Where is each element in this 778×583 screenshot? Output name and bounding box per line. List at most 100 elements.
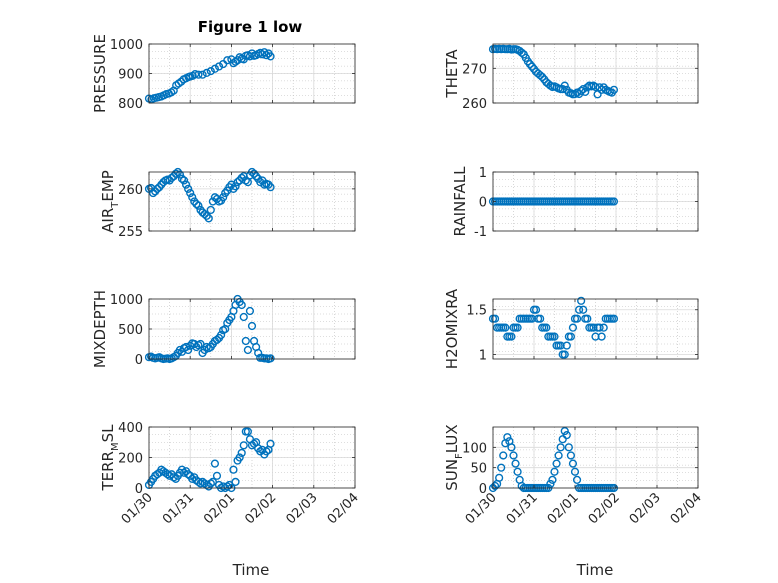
y-axis-label: THETA <box>443 49 461 99</box>
y-tick-label: 1.5 <box>466 304 487 319</box>
series-markers <box>488 44 619 99</box>
data-point <box>560 81 569 90</box>
data-point <box>219 193 228 202</box>
y-tick-label: 0 <box>135 482 143 497</box>
data-point <box>206 205 215 215</box>
data-point <box>202 68 211 78</box>
data-point <box>490 481 500 491</box>
data-point <box>194 70 203 79</box>
data-point <box>149 188 158 198</box>
y-tick-label: 400 <box>118 421 143 436</box>
data-point <box>597 332 606 341</box>
data-point <box>229 465 238 474</box>
subplot-terr-msl: 01/30 01/31 02/01 02/02 02/03 02/040200400TER… <box>99 421 362 527</box>
data-point <box>574 305 584 314</box>
subplot-h2omixra: 1 1.5 H2OMIXRA <box>443 288 699 369</box>
data-point <box>245 306 255 316</box>
data-point <box>198 70 207 79</box>
data-point <box>566 451 576 460</box>
y-tick-label: 0 <box>135 353 143 368</box>
series-markers <box>488 197 619 206</box>
x-tick-label: 02/03 <box>284 490 321 527</box>
data-point <box>599 323 608 332</box>
y-axis-label: RAINFALL <box>451 166 469 237</box>
data-point <box>609 85 619 94</box>
data-point <box>243 427 252 436</box>
data-point <box>210 459 220 468</box>
data-point <box>583 314 592 323</box>
data-point <box>266 439 275 448</box>
data-point <box>181 180 191 189</box>
x-axis-label-left: Time <box>232 561 270 579</box>
data-point <box>266 354 275 363</box>
data-point <box>525 60 535 69</box>
data-point <box>572 475 582 484</box>
axes-box <box>492 298 699 360</box>
data-point <box>566 332 576 341</box>
data-point <box>266 183 275 192</box>
data-point <box>499 451 508 460</box>
data-point <box>212 335 222 344</box>
data-point <box>186 188 195 198</box>
series-markers <box>144 427 275 493</box>
data-point <box>556 443 565 452</box>
y-tick-label: 50 <box>470 462 487 477</box>
data-point <box>581 87 590 96</box>
data-point <box>239 441 248 450</box>
x-tick-label: 02/03 <box>627 490 664 527</box>
data-point <box>511 459 520 468</box>
data-point <box>507 332 516 341</box>
data-point <box>188 193 197 202</box>
axes-box <box>492 426 699 489</box>
data-point <box>254 348 263 358</box>
data-point <box>210 64 220 73</box>
data-point <box>262 51 271 60</box>
data-point <box>208 477 217 487</box>
data-point <box>550 332 559 341</box>
y-tick-label: 0 <box>479 482 487 497</box>
data-point <box>231 477 240 487</box>
data-point <box>501 323 510 332</box>
data-point <box>513 323 522 332</box>
data-point <box>552 459 561 468</box>
data-point <box>536 314 545 323</box>
data-point <box>241 336 250 346</box>
y-tick-label: 1 <box>479 166 487 181</box>
data-point <box>609 314 619 323</box>
y-tick-label: -1 <box>474 225 487 240</box>
x-tick-label: 02/01 <box>201 490 238 527</box>
y-tick-label: 0 <box>479 196 487 211</box>
data-point <box>184 345 193 355</box>
data-point <box>262 447 271 456</box>
subplot-rainfall: -1 0 1 RAINFALL <box>451 166 699 240</box>
data-point <box>192 199 201 209</box>
data-point <box>595 323 604 332</box>
data-point <box>577 86 586 95</box>
data-point <box>184 184 193 193</box>
y-tick-label: 255 <box>118 225 143 240</box>
data-point <box>175 170 185 179</box>
y-tick-label: 800 <box>118 97 143 112</box>
data-point <box>562 341 571 350</box>
data-point <box>223 482 232 491</box>
data-point <box>550 467 559 476</box>
data-point <box>509 451 518 460</box>
data-point <box>560 426 569 436</box>
series-markers <box>488 296 619 359</box>
data-point <box>568 459 578 468</box>
x-tick-label: 02/02 <box>586 490 623 527</box>
data-point <box>247 321 257 331</box>
x-tick-label: 02/04 <box>325 490 362 527</box>
data-point <box>237 173 246 183</box>
y-tick-label: 270 <box>462 62 487 77</box>
y-tick-label: 500 <box>118 323 143 338</box>
data-point <box>235 453 244 462</box>
series-markers <box>144 48 275 104</box>
axes-box <box>492 43 699 104</box>
data-point <box>517 48 526 57</box>
y-axis-label: SUNFLUX <box>443 424 465 490</box>
data-point <box>177 174 187 183</box>
data-point <box>531 305 541 314</box>
data-point <box>163 470 172 479</box>
data-point <box>536 71 545 80</box>
